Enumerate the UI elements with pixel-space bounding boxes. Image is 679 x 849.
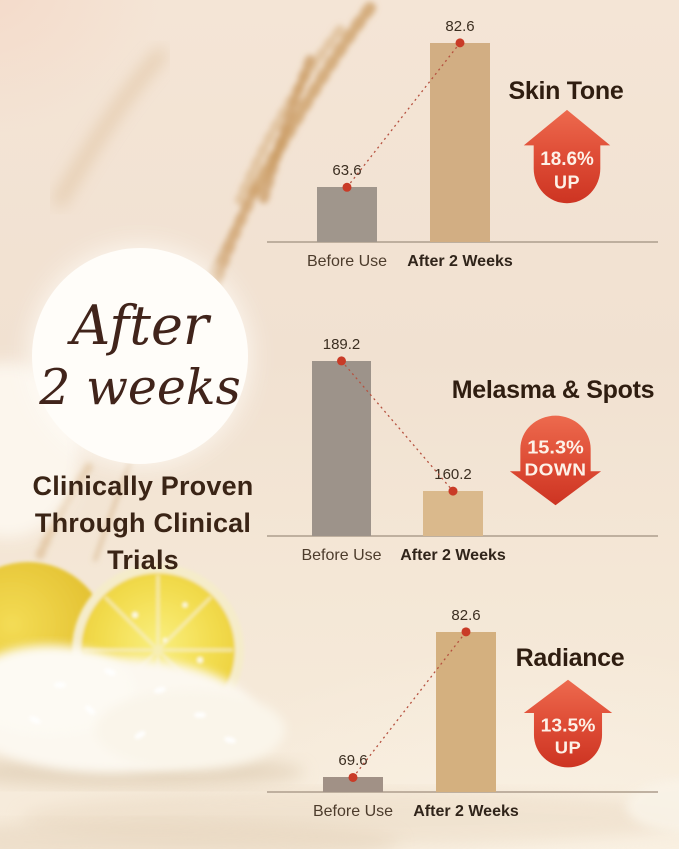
clinical-claim-text: Clinically Proven Through Clinical Trial…	[0, 468, 286, 579]
change-percent: 18.6%	[540, 149, 594, 170]
bar-after-2-weeks	[436, 631, 496, 792]
after-2-weeks-badge: After 2 weeks	[32, 248, 248, 464]
chart-title: Melasma & Spots	[451, 376, 655, 404]
change-percent: 15.3%	[527, 437, 584, 458]
bar-plot: 69.6 82.6 Before Use After 2 Weeks	[267, 583, 658, 820]
badge-text-after: After	[71, 294, 209, 357]
category-label-before: Before Use	[312, 803, 394, 820]
category-label-before: Before Use	[306, 253, 388, 270]
value-label-after: 82.6	[445, 17, 475, 35]
chart-title: Radiance	[515, 644, 625, 672]
value-label-before: 63.6	[332, 162, 362, 180]
claim-line-1: Clinically Proven	[32, 471, 254, 501]
category-label-after: After 2 Weeks	[400, 547, 506, 564]
axis-baseline	[267, 535, 658, 537]
category-label-before: Before Use	[301, 547, 382, 564]
change-direction: UP	[555, 738, 581, 758]
value-label-before: 69.6	[338, 752, 368, 770]
value-label-after: 160.2	[434, 466, 472, 484]
bar-after-2-weeks	[423, 491, 483, 536]
trend-connector	[342, 38, 465, 192]
category-label-after: After 2 Weeks	[413, 803, 519, 820]
up-arrow-shape	[523, 679, 613, 768]
down-arrow-shape	[509, 415, 602, 506]
badge-text-2-weeks: 2 weeks	[39, 359, 241, 416]
up-arrow-shape	[523, 109, 611, 204]
change-direction: UP	[554, 171, 580, 192]
down-arrow-badge: 15.3% DOWN	[508, 413, 603, 507]
up-arrow-badge: 18.6% UP	[522, 108, 612, 206]
chart-title: Skin Tone	[508, 77, 624, 105]
bar-after-2-weeks	[430, 42, 490, 242]
trend-connector	[337, 356, 458, 496]
value-label-before: 189.2	[322, 335, 361, 353]
claim-line-3: Trials	[107, 545, 179, 575]
axis-baseline	[267, 241, 658, 243]
bar-before-use	[323, 777, 383, 792]
bar-plot: 63.6 82.6 Before Use After 2 Weeks	[267, 18, 658, 270]
bar-plot: 189.2 160.2 Before Use After 2 Weeks	[267, 327, 658, 564]
surface-shadows	[0, 779, 679, 849]
claim-line-2: Through Clinical	[34, 508, 252, 538]
category-label-after: After 2 Weeks	[407, 253, 513, 270]
rice-pile-image	[0, 645, 305, 788]
axis-baseline	[267, 791, 658, 793]
up-arrow-badge: 13.5% UP	[522, 678, 614, 770]
bar-before-use	[312, 360, 371, 536]
change-direction: DOWN	[524, 459, 586, 479]
bar-before-use	[317, 187, 377, 242]
trend-connector	[348, 627, 471, 782]
value-label-after: 82.6	[451, 606, 481, 624]
change-percent: 13.5%	[541, 715, 596, 735]
